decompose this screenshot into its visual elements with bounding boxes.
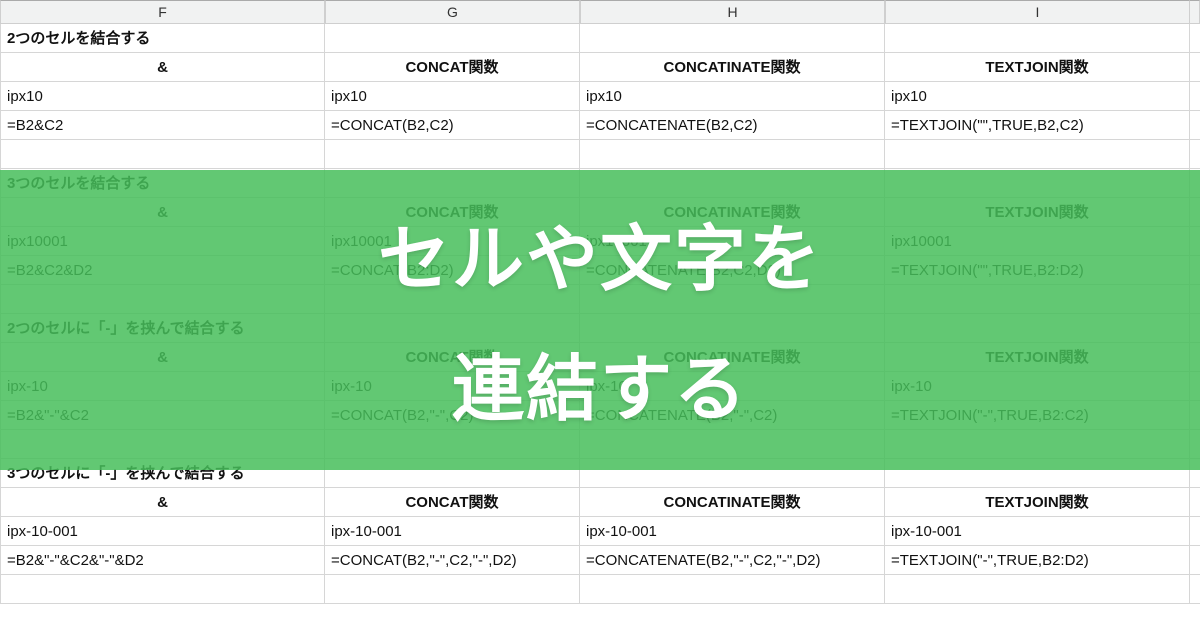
value-cell[interactable]: ipx10 <box>580 82 885 111</box>
overlay-line-1: セルや文字を <box>0 200 1200 305</box>
blank-row[interactable] <box>0 140 325 169</box>
cell[interactable] <box>1190 517 1200 546</box>
method-header[interactable]: TEXTJOIN関数 <box>885 488 1190 517</box>
formula-cell[interactable]: =CONCATENATE(B2,C2) <box>580 111 885 140</box>
formula-cell[interactable]: =TEXTJOIN("",TRUE,B2,C2) <box>885 111 1190 140</box>
cell[interactable] <box>325 169 580 198</box>
overlay-line-2: 連結する <box>0 330 1200 435</box>
col-header-G[interactable]: G <box>325 0 580 24</box>
blank-row[interactable] <box>0 575 325 604</box>
method-header[interactable]: & <box>0 53 325 82</box>
cell[interactable] <box>1190 24 1200 53</box>
cell[interactable] <box>1190 82 1200 111</box>
cell[interactable] <box>1190 459 1200 488</box>
cell[interactable] <box>885 575 1190 604</box>
section-title[interactable]: 3つのセルを結合する <box>0 169 325 198</box>
section-title[interactable]: 3つのセルに「-」を挟んで結合する <box>0 459 325 488</box>
cell[interactable] <box>580 24 885 53</box>
col-header-H[interactable]: H <box>580 0 885 24</box>
cell[interactable] <box>580 140 885 169</box>
formula-cell[interactable]: =B2&"-"&C2&"-"&D2 <box>0 546 325 575</box>
value-cell[interactable]: ipx-10-001 <box>325 517 580 546</box>
method-header[interactable]: CONCAT関数 <box>325 53 580 82</box>
cell[interactable] <box>580 459 885 488</box>
cell[interactable] <box>325 459 580 488</box>
cell[interactable] <box>1190 111 1200 140</box>
cell[interactable] <box>1190 546 1200 575</box>
formula-cell[interactable]: =B2&C2 <box>0 111 325 140</box>
cell[interactable] <box>580 575 885 604</box>
formula-cell[interactable]: =TEXTJOIN("-",TRUE,B2:D2) <box>885 546 1190 575</box>
cell[interactable] <box>885 140 1190 169</box>
value-cell[interactable]: ipx-10-001 <box>0 517 325 546</box>
value-cell[interactable]: ipx10 <box>325 82 580 111</box>
cell[interactable] <box>885 24 1190 53</box>
method-header[interactable]: CONCATINATE関数 <box>580 53 885 82</box>
value-cell[interactable]: ipx10 <box>885 82 1190 111</box>
formula-cell[interactable]: =CONCAT(B2,C2) <box>325 111 580 140</box>
col-header-I[interactable]: I <box>885 0 1190 24</box>
cell[interactable] <box>580 169 885 198</box>
method-header[interactable]: & <box>0 488 325 517</box>
section-title[interactable]: 2つのセルを結合する <box>0 24 325 53</box>
col-header-edge <box>1190 0 1200 24</box>
cell[interactable] <box>885 169 1190 198</box>
method-header[interactable]: CONCAT関数 <box>325 488 580 517</box>
cell[interactable] <box>1190 140 1200 169</box>
cell[interactable] <box>1190 575 1200 604</box>
formula-cell[interactable]: =CONCAT(B2,"-",C2,"-",D2) <box>325 546 580 575</box>
value-cell[interactable]: ipx10 <box>0 82 325 111</box>
value-cell[interactable]: ipx-10-001 <box>885 517 1190 546</box>
col-header-F[interactable]: F <box>0 0 325 24</box>
cell[interactable] <box>1190 169 1200 198</box>
method-header[interactable]: TEXTJOIN関数 <box>885 53 1190 82</box>
method-header[interactable]: CONCATINATE関数 <box>580 488 885 517</box>
value-cell[interactable]: ipx-10-001 <box>580 517 885 546</box>
formula-cell[interactable]: =CONCATENATE(B2,"-",C2,"-",D2) <box>580 546 885 575</box>
cell[interactable] <box>325 140 580 169</box>
cell[interactable] <box>885 459 1190 488</box>
cell[interactable] <box>325 575 580 604</box>
cell[interactable] <box>1190 488 1200 517</box>
cell[interactable] <box>325 24 580 53</box>
cell[interactable] <box>1190 53 1200 82</box>
